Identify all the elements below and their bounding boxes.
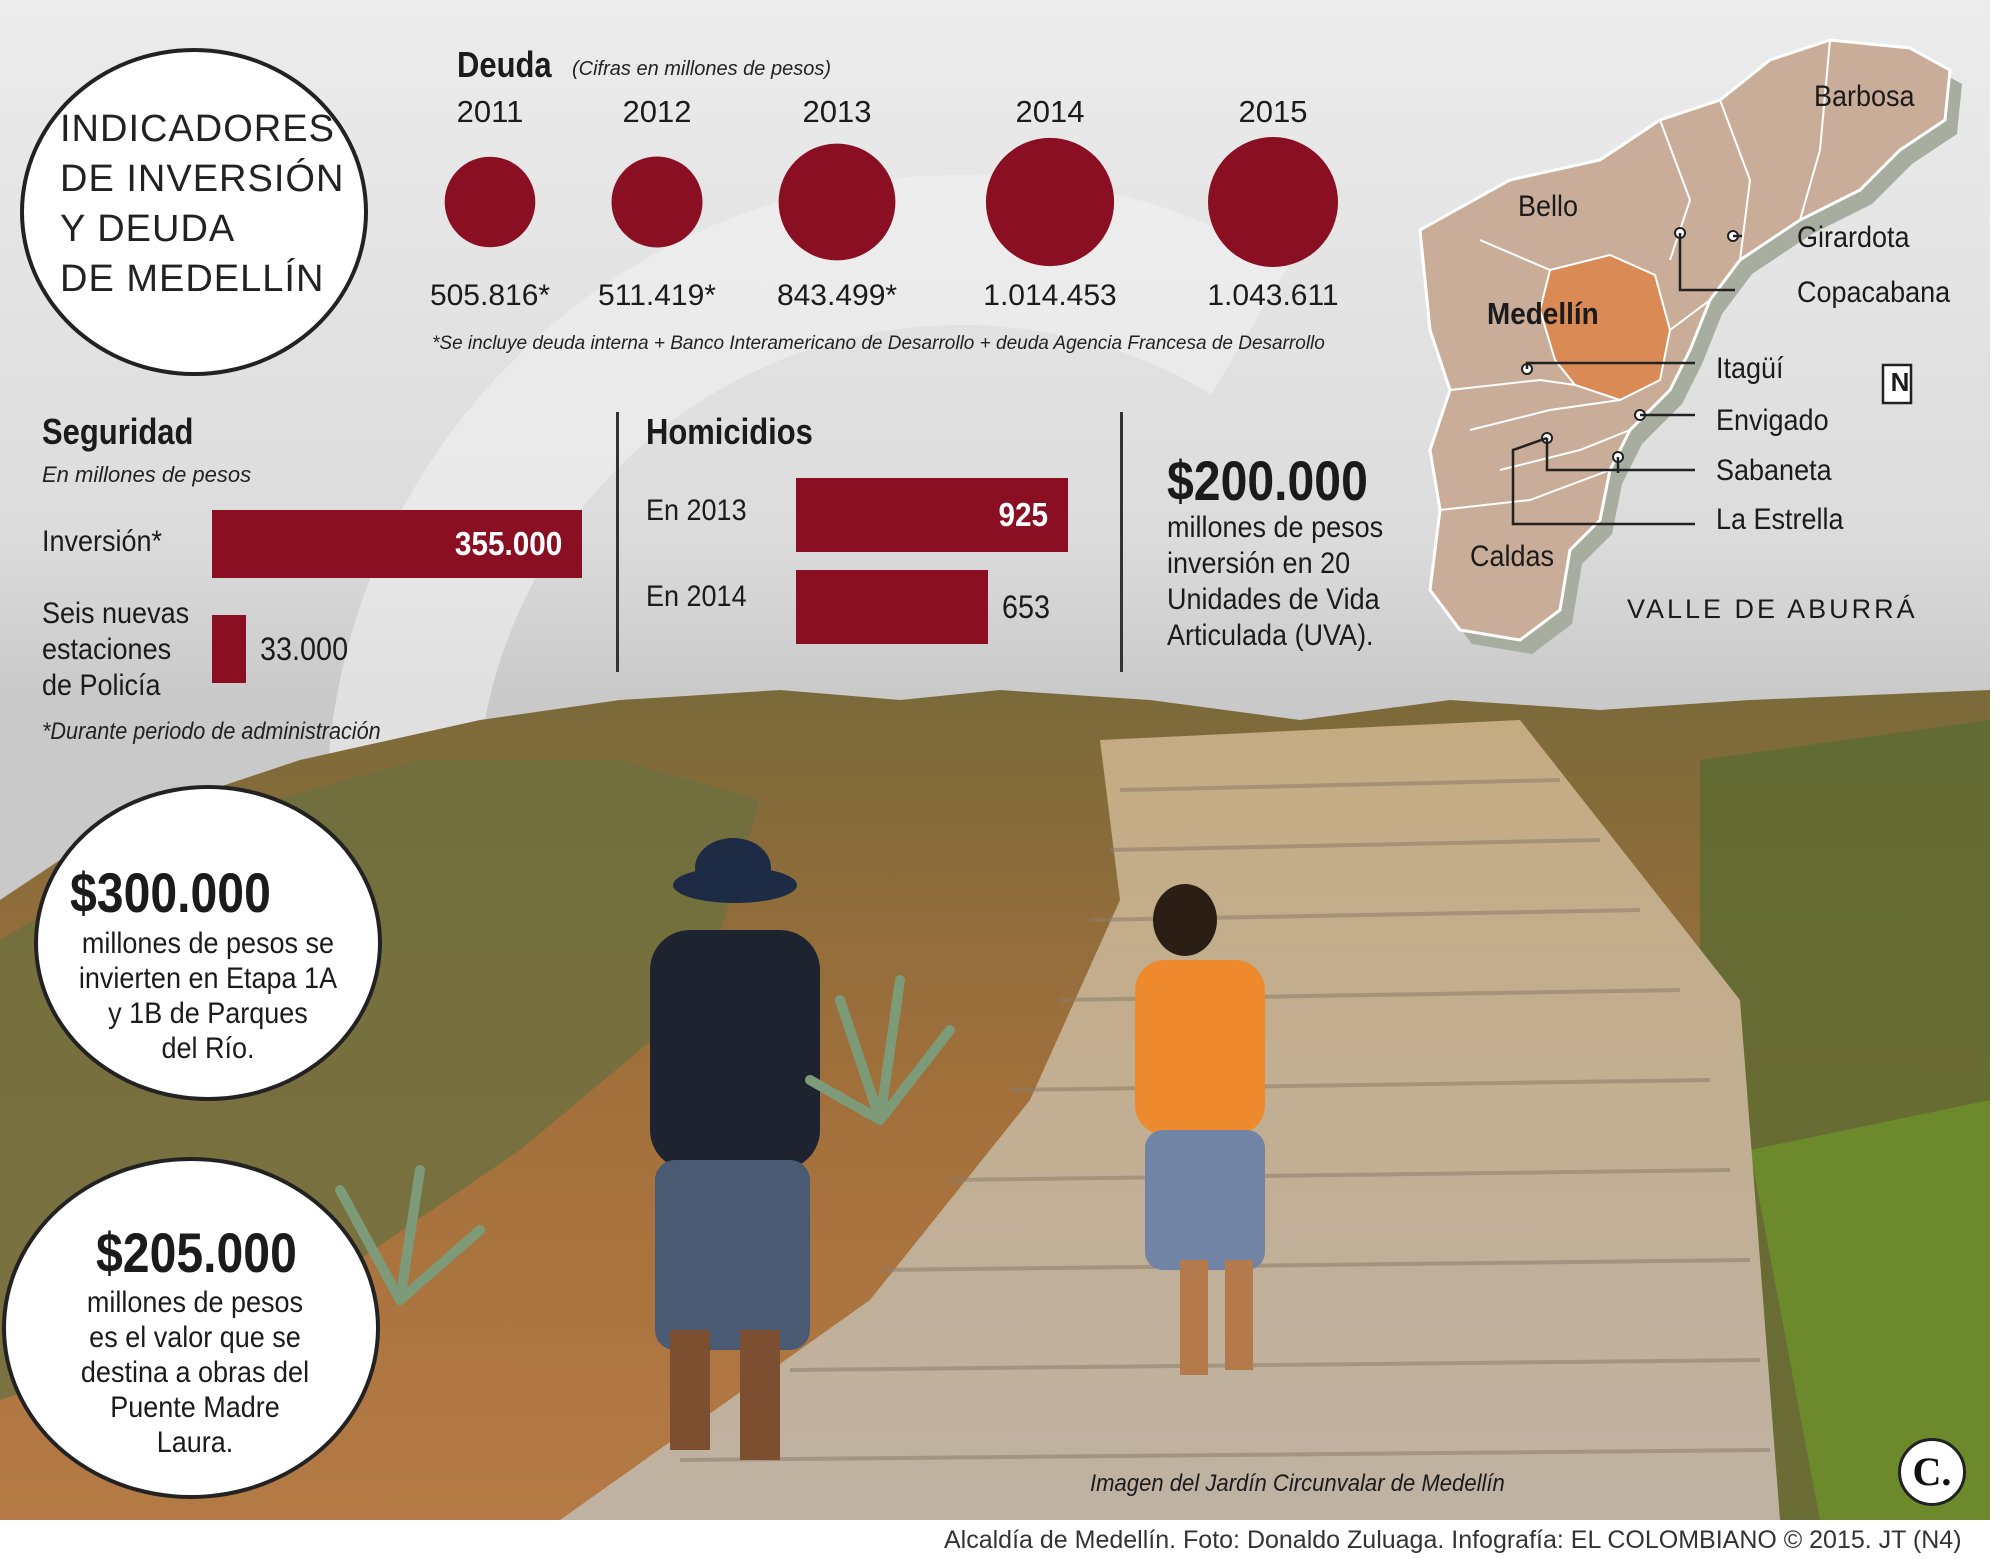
title-badge — [20, 48, 368, 376]
parques-line-3: y 1B de Parques — [108, 997, 308, 1031]
infographic: INDICADORES DE INVERSIÓN Y DEUDA DE MEDE… — [0, 0, 1990, 1520]
deuda-bubble-chart: 2011 505.816* 2012 511.419* 2013 843.499* 2014… — [430, 94, 1339, 312]
uva-line-1: millones de pesos — [1167, 511, 1384, 544]
valle-de-aburra-map — [1418, 38, 1962, 654]
map-region-label: VALLE DE ABURRÁ — [1627, 594, 1918, 624]
homicidios-bar-value-0: 925 — [998, 496, 1048, 533]
deuda-footnote: *Se incluye deuda interna + Banco Intera… — [432, 333, 1325, 354]
homicidios-title: Homicidios — [646, 411, 813, 452]
seguridad-footnote: *Durante periodo de administración — [42, 718, 381, 745]
uva-line-2: inversión en 20 — [1167, 547, 1351, 580]
deuda-value-2013: 843.499* — [777, 279, 897, 312]
puente-amount: $205.000 — [96, 1221, 297, 1284]
parques-line-2: invierten en Etapa 1A — [78, 962, 338, 996]
map-label-la-estrella: La Estrella — [1716, 503, 1844, 536]
deuda-year-2014: 2014 — [1016, 94, 1085, 129]
north-arrow — [1881, 363, 1913, 405]
title-line-2: DE INVERSIÓN — [60, 158, 345, 200]
uva-amount: $200.000 — [1167, 449, 1368, 512]
credit-line: Alcaldía de Medellín. Foto: Donaldo Zulu… — [944, 1526, 1962, 1554]
seguridad-bar-value-0: 355.000 — [454, 525, 562, 562]
map-label-girardota: Girardota — [1797, 221, 1910, 254]
map-label-sabaneta: Sabaneta — [1716, 454, 1832, 487]
parques-line-4: del Río. — [161, 1032, 255, 1066]
parques-line-1: millones de pesos se — [81, 927, 335, 960]
deuda-bubble-2013 — [778, 143, 896, 261]
el-colombiano-logo: C. — [1898, 1438, 1966, 1506]
seguridad-bar-value-1: 33.000 — [260, 631, 349, 667]
photo-caption: Imagen del Jardín Circunvalar de Medellí… — [1090, 1470, 1505, 1497]
homicidios-label-2014: En 2014 — [646, 580, 747, 613]
deuda-bubble-2011 — [444, 156, 536, 248]
deuda-title: Deuda — [457, 44, 552, 85]
puente-line-1: millones de pesos — [86, 1286, 304, 1319]
map-label-itagui: Itagüí — [1716, 352, 1784, 385]
deuda-value-2015: 1.043.611 — [1207, 279, 1338, 312]
map-label-bello: Bello — [1518, 190, 1579, 223]
divider-left — [616, 412, 619, 672]
title-line-4: DE MEDELLÍN — [60, 258, 325, 300]
deuda-bubble-2012 — [611, 156, 703, 248]
puente-line-2: es el valor que se — [89, 1321, 301, 1355]
puente-line-5: Laura. — [156, 1426, 234, 1460]
homicidios-label-2013: En 2013 — [646, 494, 747, 527]
deuda-value-2014: 1.014.453 — [983, 279, 1116, 312]
deuda-year-2011: 2011 — [457, 94, 524, 129]
seguridad-title: Seguridad — [42, 411, 194, 452]
uva-line-4: Articulada (UVA). — [1167, 619, 1374, 652]
deuda-year-2013: 2013 — [803, 94, 872, 129]
deuda-bubble-2015 — [1208, 137, 1338, 267]
deuda-subtitle: (Cifras en millones de pesos) — [572, 58, 831, 80]
seguridad-bar-0 — [212, 510, 582, 578]
deuda-value-2012: 511.419* — [598, 279, 716, 312]
puente-line-4: Puente Madre — [110, 1391, 280, 1425]
seguridad-label-estaciones-2: estaciones — [42, 633, 172, 666]
deuda-year-2015: 2015 — [1239, 94, 1308, 129]
map-label-barbosa: Barbosa — [1814, 80, 1915, 113]
puente-badge — [2, 1157, 380, 1499]
puente-line-3: destina a obras del — [80, 1356, 310, 1390]
seguridad-label-estaciones-3: de Policía — [42, 669, 161, 702]
parques-amount: $300.000 — [70, 861, 271, 924]
seguridad-bar-1 — [212, 615, 247, 683]
title-line-3: Y DEUDA — [60, 208, 236, 250]
divider-right — [1120, 412, 1123, 672]
homicidios-bar-0 — [796, 478, 1068, 552]
deuda-bubble-2014 — [985, 137, 1115, 267]
homicidios-bar-value-1: 653 — [1002, 589, 1051, 625]
uva-line-3: Unidades de Vida — [1167, 583, 1380, 616]
parques-text: millones de pesos se invierten en Etapa … — [44, 926, 372, 1066]
seguridad-label-inversion: Inversión* — [42, 525, 163, 558]
deuda-value-2011: 505.816* — [430, 279, 550, 312]
title-line-1: INDICADORES — [60, 108, 335, 150]
map-label-copacabana: Copacabana — [1797, 276, 1951, 309]
puente-text: millones de pesos es el valor que se des… — [30, 1285, 360, 1460]
deuda-year-2012: 2012 — [623, 94, 692, 129]
parques-badge — [34, 785, 382, 1101]
map-label-caldas: Caldas — [1470, 540, 1555, 573]
walkers — [650, 838, 1265, 1460]
map-label-medellin: Medellín — [1487, 296, 1599, 331]
seguridad-subtitle: En millones de pesos — [42, 462, 252, 487]
north-label: N — [1890, 367, 1910, 397]
valle-outline — [1418, 38, 1952, 642]
map-label-envigado: Envigado — [1716, 404, 1829, 437]
homicidios-bar-1 — [796, 570, 989, 644]
seguridad-label-estaciones-1: Seis nuevas — [42, 597, 190, 630]
